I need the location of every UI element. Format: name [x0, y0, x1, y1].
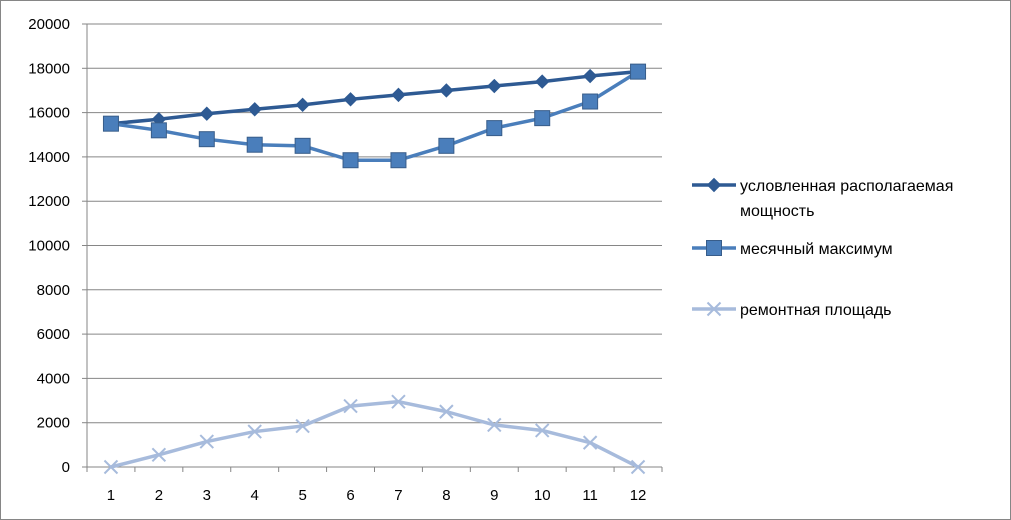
diamond-marker [199, 106, 214, 121]
square-marker [246, 136, 263, 153]
diamond-marker [391, 87, 406, 103]
x-marker [535, 423, 550, 438]
square-marker [582, 93, 599, 110]
x-marker-stroke [151, 447, 167, 463]
legend-entry-3: ремонтная площадь [692, 301, 892, 319]
square-marker [342, 152, 359, 169]
series-3 [103, 394, 646, 475]
y-tick-label: 14000 [28, 149, 70, 166]
x-marker [582, 435, 598, 450]
square-marker [534, 110, 551, 127]
x-marker [391, 394, 406, 409]
square-marker [102, 115, 119, 132]
square-marker [486, 120, 503, 137]
x-tick-label: 9 [490, 487, 498, 504]
x-marker-stroke [487, 417, 502, 433]
square-marker [706, 240, 722, 256]
x-marker [706, 301, 722, 317]
square-marker [150, 122, 167, 139]
y-tick-label: 10000 [28, 238, 70, 255]
diamond-marker [247, 102, 262, 117]
x-tick-label: 6 [346, 487, 354, 504]
x-marker-stroke [391, 394, 406, 409]
y-tick-label: 0 [62, 459, 70, 476]
x-marker-stroke [706, 301, 722, 317]
series-1 [103, 64, 646, 131]
y-tick-label: 20000 [28, 16, 70, 33]
x-marker-stroke [295, 418, 310, 434]
y-tick-label: 12000 [28, 193, 70, 210]
diamond-marker [706, 177, 722, 193]
y-tick-label: 18000 [28, 60, 70, 77]
x-marker [439, 404, 454, 419]
x-marker-stroke [582, 435, 598, 450]
y-tick-label: 4000 [37, 370, 70, 387]
x-marker [199, 434, 214, 449]
x-tick-label: 7 [394, 487, 402, 504]
x-tick-label: 8 [442, 487, 450, 504]
series-layer [102, 63, 647, 475]
series-line [110, 399, 639, 469]
square-marker [390, 152, 407, 169]
diamond-marker [343, 92, 358, 107]
x-marker-stroke [103, 459, 119, 475]
square-marker [438, 137, 455, 154]
legend: условленная располагаемая мощность месячны… [692, 177, 953, 319]
legend-label: месячный максимум [740, 241, 893, 258]
x-marker-stroke [343, 398, 358, 414]
x-marker [630, 459, 646, 475]
x-marker-stroke [247, 424, 262, 439]
x-marker [343, 398, 358, 414]
gridlines [87, 23, 662, 424]
series-2 [102, 63, 647, 169]
x-marker-stroke [439, 404, 454, 419]
legend-label: условленная располагаемая [740, 178, 953, 195]
x-tick-label: 10 [534, 487, 551, 504]
diamond-marker [439, 83, 454, 98]
x-tick-label: 2 [155, 487, 163, 504]
legend-label: ремонтная площадь [740, 302, 892, 319]
series-line [110, 69, 639, 126]
diamond-marker [535, 74, 550, 89]
square-marker [630, 63, 647, 80]
x-tick-label: 4 [251, 487, 259, 504]
x-tick-label: 12 [630, 487, 647, 504]
diamond-marker [582, 68, 598, 84]
x-tick-label: 11 [582, 487, 598, 504]
legend-entry-2: месячный максимум [692, 240, 893, 258]
x-marker [151, 447, 167, 463]
x-marker [103, 459, 119, 475]
x-marker-stroke [630, 459, 646, 475]
x-tick-label: 5 [298, 487, 306, 504]
square-marker [198, 131, 215, 148]
x-marker [247, 424, 262, 439]
square-marker [294, 137, 311, 154]
y-tick-label: 16000 [28, 105, 70, 122]
y-tick-label: 2000 [37, 415, 70, 432]
y-tick-label: 6000 [37, 326, 70, 343]
y-tick-labels: 0 2000 4000 6000 8000 10000 12000 14000 16000 180… [28, 16, 70, 476]
x-marker-stroke [199, 434, 214, 449]
x-marker [295, 418, 310, 434]
x-marker [487, 417, 502, 433]
diamond-marker [295, 97, 310, 113]
diamond-marker [487, 78, 502, 94]
x-tick-labels: 1 2 3 4 5 6 7 8 9 10 11 12 [107, 487, 647, 504]
x-marker-stroke [535, 423, 550, 438]
legend-entry-1: условленная располагаемая мощность [692, 177, 953, 220]
axes [82, 23, 663, 472]
y-tick-label: 8000 [37, 282, 70, 299]
x-tick-label: 3 [203, 487, 211, 504]
legend-label: мощность [740, 203, 814, 220]
x-tick-label: 1 [107, 487, 115, 504]
